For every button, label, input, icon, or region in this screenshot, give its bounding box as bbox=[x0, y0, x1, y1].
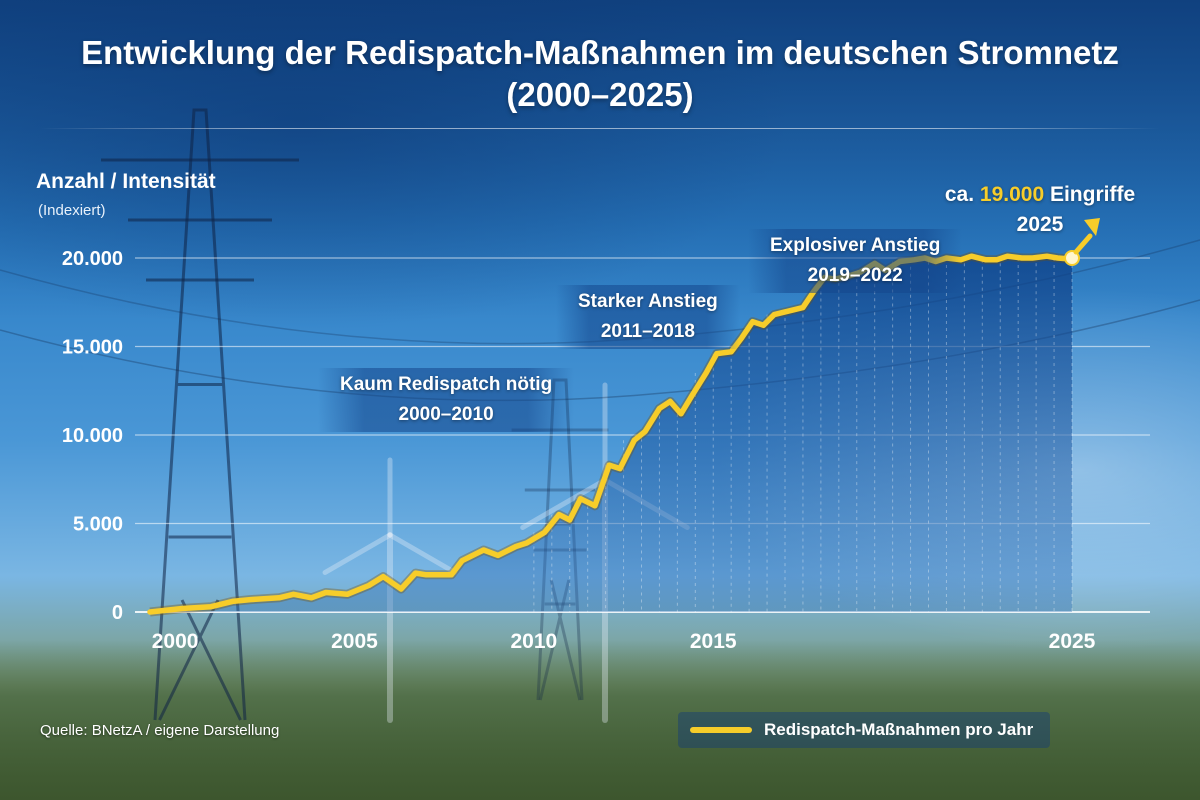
x-tick-label: 2015 bbox=[690, 630, 737, 653]
chart-area bbox=[150, 256, 1073, 612]
wind-turbine-icon bbox=[322, 457, 458, 723]
callout-prefix: ca. bbox=[944, 183, 980, 206]
arrow-head-icon bbox=[1084, 218, 1100, 236]
callout-suffix: Eingriffe bbox=[1044, 183, 1136, 206]
y-tick-label: 15.000 bbox=[62, 337, 123, 359]
endpoint-marker bbox=[1064, 250, 1080, 266]
y-axis-sublabel: (Indexiert) bbox=[38, 202, 106, 219]
y-tick-label: 10.000 bbox=[62, 425, 123, 447]
x-tick-label: 2000 bbox=[152, 630, 199, 653]
annotation-phase-3-title: Explosiver Anstieg bbox=[770, 235, 941, 256]
power-tower-icon bbox=[101, 108, 299, 721]
trend-arrow-icon bbox=[1073, 233, 1093, 255]
x-tick-label: 2005 bbox=[331, 630, 378, 653]
annotation-phase-1: Kaum Redispatch nötig 2000–2010 bbox=[318, 368, 575, 432]
y-axis-label: Anzahl / Intensität bbox=[36, 170, 216, 193]
chart-axes: 0 5.000 10.000 15.000 20.000 2000 2005 2010 2015… bbox=[62, 248, 1096, 653]
annotation-phase-2: Starker Anstieg 2011–2018 bbox=[556, 285, 740, 349]
y-tick-label: 0 bbox=[112, 602, 123, 624]
callout-value: 19.000 bbox=[979, 183, 1045, 206]
legend-label: Redispatch-Maßnahmen pro Jahr bbox=[764, 720, 1034, 739]
source-note: Quelle: BNetzA / eigene Darstellung bbox=[40, 722, 280, 739]
annotation-phase-3-period: 2019–2022 bbox=[807, 265, 903, 286]
chart-subtitle: (2000–2025) bbox=[506, 76, 694, 113]
annotation-phase-1-period: 2000–2010 bbox=[398, 404, 494, 425]
annotation-phase-1-title: Kaum Redispatch nötig bbox=[340, 374, 553, 395]
chart-title: Entwicklung der Redispatch-Maßnahmen im … bbox=[81, 34, 1119, 71]
y-tick-label: 20.000 bbox=[62, 248, 123, 270]
title-divider bbox=[40, 128, 1160, 129]
x-tick-label: 2010 bbox=[511, 630, 558, 653]
annotation-phase-3: Explosiver Anstieg 2019–2022 bbox=[748, 229, 963, 293]
y-tick-label: 5.000 bbox=[73, 514, 123, 536]
legend: Redispatch-Maßnahmen pro Jahr bbox=[678, 712, 1050, 748]
annotation-phase-2-title: Starker Anstieg bbox=[578, 291, 718, 312]
endpoint-callout: ca. 19.000 Eingriffe 2025 bbox=[920, 180, 1160, 240]
x-tick-label: 2025 bbox=[1049, 630, 1096, 653]
legend-swatch bbox=[690, 727, 752, 733]
callout-year: 2025 bbox=[1016, 213, 1064, 236]
background-field bbox=[0, 640, 1200, 800]
callout-text: ca. 19.000 Eingriffe bbox=[920, 180, 1160, 210]
annotation-phase-2-period: 2011–2018 bbox=[600, 321, 695, 342]
chart-area-fill bbox=[150, 256, 1072, 612]
